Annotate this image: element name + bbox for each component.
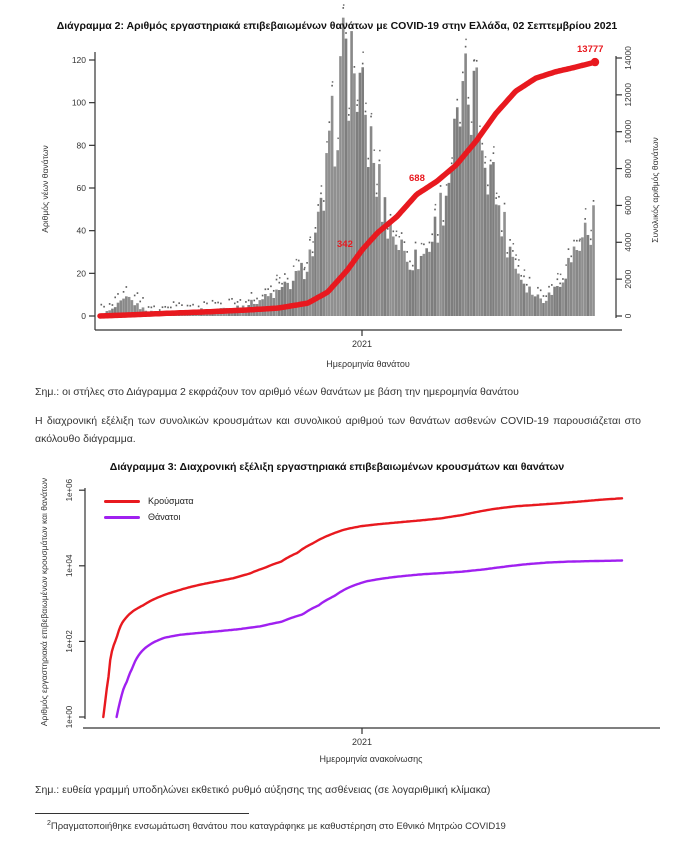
chart2-note: Σημ.: ευθεία γραμμή υποδηλώνει εκθετικό … xyxy=(35,784,491,796)
legend-item-deaths: Θάνατοι xyxy=(104,512,194,522)
footnote-divider xyxy=(35,813,249,814)
chart2-axes xyxy=(79,488,660,734)
svg-text:2021: 2021 xyxy=(352,339,372,349)
svg-text:13777: 13777 xyxy=(577,44,603,55)
legend-label-cases: Κρούσματα xyxy=(148,496,194,506)
svg-text:2021: 2021 xyxy=(352,737,372,747)
svg-text:8000: 8000 xyxy=(623,159,633,178)
chart2-legend: Κρούσματα Θάνατοι xyxy=(104,496,194,522)
chart2-x-title: Ημερομηνία ανακοίνωσης xyxy=(319,754,423,764)
chart1-x-title: Ημερομηνία θανάτου xyxy=(326,359,410,369)
svg-text:10000: 10000 xyxy=(623,120,633,144)
svg-text:1e+00: 1e+00 xyxy=(65,705,74,728)
svg-text:14000: 14000 xyxy=(623,46,633,70)
svg-text:60: 60 xyxy=(77,183,87,193)
body-paragraph: Η διαχρονική εξέλιξη των συνολικών κρουσ… xyxy=(35,415,641,445)
chart2-plot: 1e+00 1e+02 1e+04 1e+06 2021 xyxy=(65,478,660,747)
chart2-line-cases xyxy=(102,497,624,719)
legend-swatch-deaths xyxy=(104,515,140,519)
chart1-cumulative-line xyxy=(97,57,600,319)
svg-text:80: 80 xyxy=(77,140,87,150)
chart1-note: Σημ.: οι στήλες στο Διάγραμμα 2 εκφράζου… xyxy=(35,386,519,398)
svg-text:2000: 2000 xyxy=(623,269,633,288)
chart1-y-left-title: Αριθμός νέων θανάτων xyxy=(40,145,50,233)
svg-text:0: 0 xyxy=(623,313,633,318)
chart1-annotations: 342 688 13777 xyxy=(337,44,603,250)
svg-text:0: 0 xyxy=(81,311,86,321)
chart2-y-title: Αριθμός εργαστηριακά επιβεβαιωμένων κρου… xyxy=(39,477,49,727)
chart1-axes xyxy=(89,52,622,336)
footnote-text: Πραγματοποιήθηκε ενσωμάτωση θανάτου που … xyxy=(50,821,506,833)
svg-text:4000: 4000 xyxy=(623,233,633,252)
legend-swatch-cases xyxy=(104,499,140,503)
chart1-bars xyxy=(100,4,595,317)
svg-text:120: 120 xyxy=(72,55,86,65)
svg-text:1e+06: 1e+06 xyxy=(65,478,74,501)
svg-text:1e+02: 1e+02 xyxy=(65,630,74,653)
legend-label-deaths: Θάνατοι xyxy=(148,512,181,522)
chart2-title: Διάγραμμα 3: Διαχρονική εξέλιξη εργαστηρ… xyxy=(109,461,565,473)
chart1-plot: 0 20 40 60 80 100 120 0 2000 4000 6000 8000 10000 120… xyxy=(72,4,633,349)
svg-text:6000: 6000 xyxy=(623,196,633,215)
svg-text:40: 40 xyxy=(77,226,87,236)
footnote-marker: 2 xyxy=(47,820,51,827)
svg-text:688: 688 xyxy=(409,173,425,184)
chart1-y-right-title: Συνολικός αριθμός θανάτων xyxy=(650,137,660,243)
svg-text:1e+04: 1e+04 xyxy=(65,554,74,577)
svg-text:12000: 12000 xyxy=(623,83,633,107)
svg-text:342: 342 xyxy=(337,239,353,250)
svg-text:100: 100 xyxy=(72,98,86,108)
footnote: 2Πραγματοποιήθηκε ενσωμάτωση θανάτου που… xyxy=(47,820,506,832)
svg-text:20: 20 xyxy=(77,268,87,278)
chart2-line-deaths xyxy=(115,559,624,719)
chart1-title: Διάγραμμα 2: Αριθμός εργαστηριακά επιβεβ… xyxy=(56,20,618,32)
legend-item-cases: Κρούσματα xyxy=(104,496,194,506)
